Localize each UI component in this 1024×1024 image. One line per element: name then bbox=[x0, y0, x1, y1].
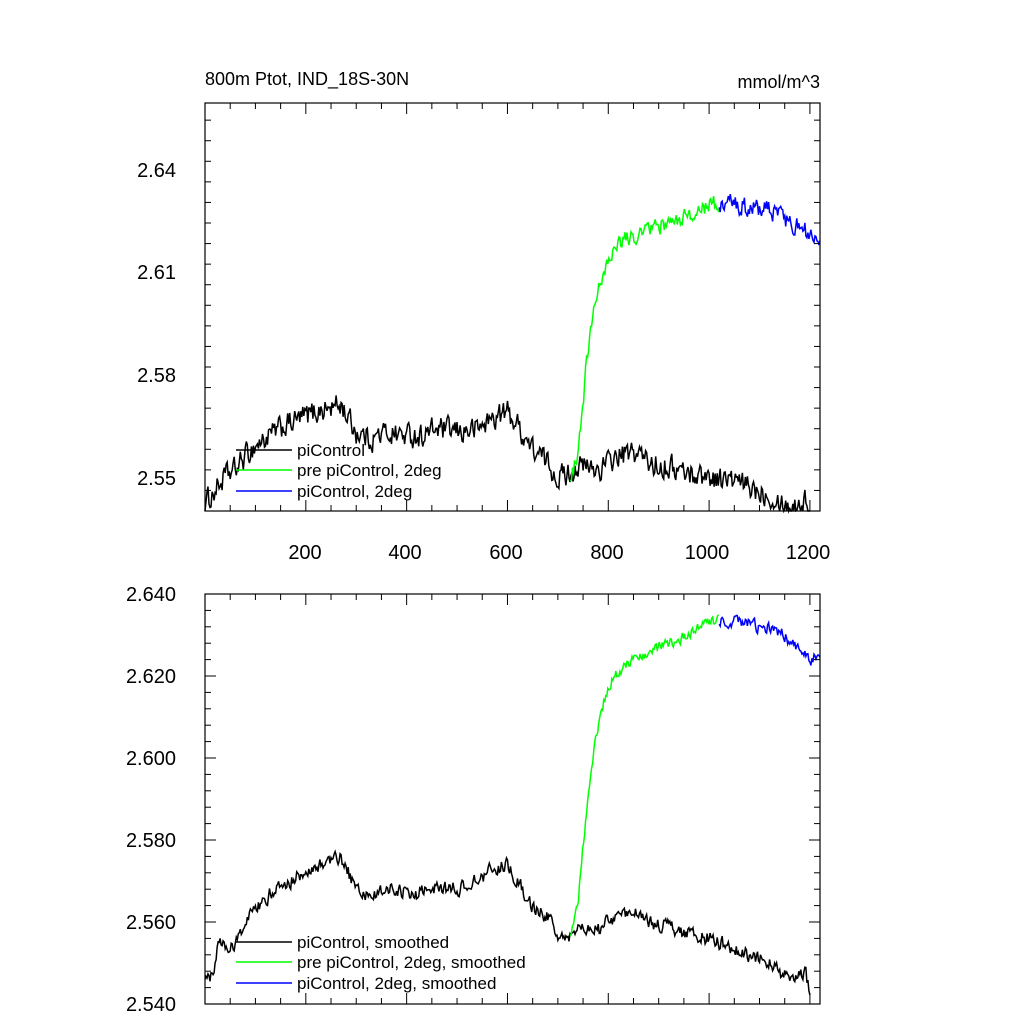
bottom-y-tick-label: 2.600 bbox=[126, 748, 176, 770]
bottom-series-line-0 bbox=[204, 849, 811, 996]
top-x-tick-label: 1000 bbox=[685, 542, 730, 564]
bottom-series-line-2 bbox=[718, 614, 821, 666]
top-panel: 800m Ptot, IND_18S-30N mmol/m^3 200 400 … bbox=[137, 69, 830, 564]
top-chart-title: 800m Ptot, IND_18S-30N bbox=[205, 69, 409, 90]
top-series-line-0 bbox=[204, 395, 810, 514]
top-y-tick-label: 2.55 bbox=[137, 468, 176, 490]
legend-label-picontrol: piControl bbox=[297, 441, 365, 460]
legend-label-picontrol-2deg-smoothed: piControl, 2deg, smoothed bbox=[297, 974, 496, 993]
bottom-y-tick-label: 2.640 bbox=[126, 584, 176, 606]
bottom-plot-frame bbox=[204, 593, 821, 1005]
legend-label-picontrol-smoothed: piControl, smoothed bbox=[297, 933, 449, 952]
bottom-y-tick-label: 2.580 bbox=[126, 830, 176, 852]
top-chart-units: mmol/m^3 bbox=[738, 72, 820, 92]
top-x-tick-label: 200 bbox=[288, 542, 321, 564]
bottom-panel: 2.540 2.560 2.580 2.600 2.620 2.640 piCo… bbox=[126, 584, 821, 1016]
top-legend: piControl pre piControl, 2deg piControl,… bbox=[236, 441, 442, 501]
bottom-y-tick-label: 2.620 bbox=[126, 666, 176, 688]
top-x-tick-label: 400 bbox=[388, 542, 421, 564]
top-y-tick-label: 2.64 bbox=[137, 160, 176, 182]
top-x-tick-labels: 200 400 600 800 1000 1200 bbox=[288, 542, 830, 564]
top-series-line-1 bbox=[569, 195, 720, 482]
top-series-line-2 bbox=[718, 193, 821, 246]
top-panel-series bbox=[204, 193, 821, 514]
top-y-tick-labels: 2.55 2.58 2.61 2.64 bbox=[137, 160, 176, 490]
top-x-tick-label: 1200 bbox=[786, 542, 831, 564]
bottom-panel-ticks bbox=[205, 593, 820, 1005]
top-panel-ticks bbox=[205, 103, 820, 512]
bottom-y-tick-label: 2.540 bbox=[126, 994, 176, 1016]
bottom-legend: piControl, smoothed pre piControl, 2deg,… bbox=[236, 933, 526, 993]
bottom-y-tick-label: 2.560 bbox=[126, 912, 176, 934]
bottom-series-line-1 bbox=[569, 614, 719, 937]
top-y-tick-label: 2.61 bbox=[137, 262, 176, 284]
top-y-tick-label: 2.58 bbox=[137, 365, 176, 387]
legend-label-picontrol-2deg: piControl, 2deg bbox=[297, 482, 412, 501]
top-x-tick-label: 600 bbox=[489, 542, 522, 564]
bottom-panel-series bbox=[204, 614, 821, 996]
bottom-y-tick-labels: 2.540 2.560 2.580 2.600 2.620 2.640 bbox=[126, 584, 176, 1016]
top-plot-frame bbox=[204, 102, 821, 512]
legend-label-pre-picontrol-2deg-smoothed: pre piControl, 2deg, smoothed bbox=[297, 953, 526, 972]
legend-label-pre-picontrol-2deg: pre piControl, 2deg bbox=[297, 461, 442, 480]
top-x-tick-label: 800 bbox=[590, 542, 623, 564]
